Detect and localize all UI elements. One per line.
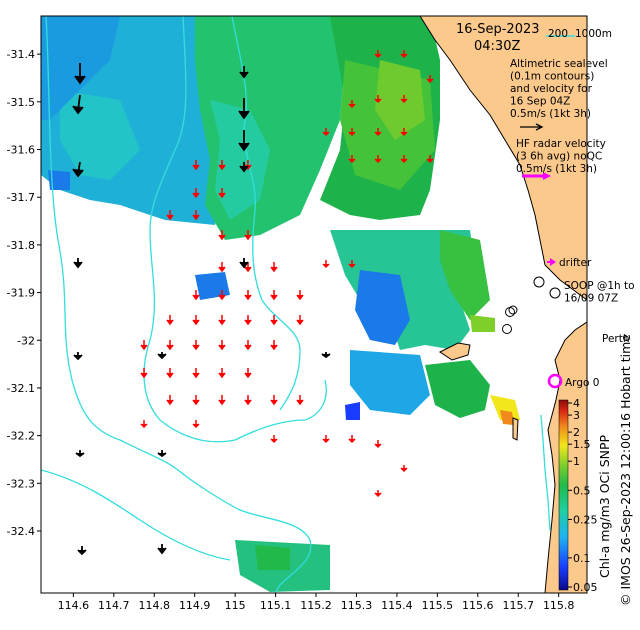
y-tick-label: -31.9 <box>7 287 35 300</box>
x-tick-label: 115.2 <box>300 599 332 612</box>
colorbar-gradient <box>558 399 569 591</box>
soop-note-line: 16/09 07Z <box>564 293 618 305</box>
annotations: 16-Sep-2023 04:30Z 200 1000m Altimetric … <box>456 22 635 389</box>
x-tick-label: 114.9 <box>179 599 211 612</box>
garden-island <box>512 417 519 441</box>
colorbar-tick-label: 0.25 <box>573 513 598 526</box>
y-tick-label: -31.5 <box>7 96 35 109</box>
x-tick-label: 115.1 <box>260 599 292 612</box>
colorbar-label: Chl-a mg/m3 OCi SNPP <box>597 434 612 578</box>
legend-arrows <box>520 35 575 180</box>
colorbar-ticks: 43 21.5 1 0.5 0.25 0.1 0.05 <box>568 397 598 594</box>
argo-label: Argo 0 <box>565 377 599 389</box>
alt-note-line: 16 Sep 04Z <box>510 96 570 108</box>
altimetry-arrows <box>72 63 331 556</box>
x-tick-label: 115.3 <box>341 599 373 612</box>
soop-note-line: SOOP @1h to <box>564 280 635 292</box>
y-tick-label: -31.6 <box>7 144 35 157</box>
alt-note-line: 0.5m/s (1kt 3h) <box>510 108 591 120</box>
rottnest-island <box>439 342 471 361</box>
y-tick-label: -32.4 <box>7 525 35 538</box>
y-tick-label: -32.2 <box>7 430 35 443</box>
date-label: 16-Sep-2023 <box>456 22 540 37</box>
perth-label: Perth <box>602 333 630 345</box>
x-tick-label: 115.8 <box>543 599 575 612</box>
y-axis: -31.4 -31.5 -31.6 -31.7 -31.8 -31.9 -32 -32.1 -3… <box>7 48 41 538</box>
colorbar-tick-label: 0.5 <box>573 484 591 497</box>
y-tick-label: -32.3 <box>7 477 35 490</box>
x-tick-label: 114.8 <box>138 599 170 612</box>
hf-note-line: HF radar velocity <box>516 138 606 150</box>
x-tick-label: 115.6 <box>462 599 494 612</box>
axes-frame <box>40 15 588 594</box>
alt-note-line: and velocity for <box>510 83 593 95</box>
colorbar-tick-label: 3 <box>573 409 580 422</box>
x-tick-label: 115.4 <box>381 599 413 612</box>
contour-1000-label: 1000m <box>575 28 612 40</box>
x-tick-label: 115.5 <box>422 599 454 612</box>
land-mass <box>419 16 587 593</box>
colorbar-tick-label: 2 <box>573 426 580 439</box>
altimetry-note: Altimetric sealevel(0.1m contours)and ve… <box>510 58 608 120</box>
drifter-label: drifter <box>559 257 592 269</box>
hf-note-line: 0.5m/s (1kt 3h) <box>516 163 597 175</box>
time-label: 04:30Z <box>474 39 520 54</box>
colorbar-tick-label: 1 <box>573 455 580 468</box>
bathymetry-contours <box>41 16 551 593</box>
drifter-marker <box>547 258 556 266</box>
y-tick-label: -31.4 <box>7 48 35 61</box>
colorbar: 43 21.5 1 0.5 0.25 0.1 0.05 Chl-a mg/m3 OCi SN… <box>558 397 612 594</box>
alt-note-line: Altimetric sealevel <box>510 58 608 70</box>
chlorophyll-field <box>41 16 520 592</box>
x-tick-label: 114.6 <box>58 599 90 612</box>
y-tick-label: -32.1 <box>7 382 35 395</box>
colorbar-tick-label: 1.5 <box>573 438 591 451</box>
x-tick-label: 114.7 <box>98 599 130 612</box>
argo-marker <box>547 373 563 389</box>
y-tick-label: -31.8 <box>7 239 35 252</box>
colorbar-tick-label: 0.1 <box>573 552 591 565</box>
x-axis: 114.6 114.7 114.8 114.9 115 115.1 115.2 115.3 11… <box>58 593 575 612</box>
y-tick-label: -31.7 <box>7 191 35 204</box>
x-tick-label: 115.7 <box>502 599 534 612</box>
alt-note-line: (0.1m contours) <box>510 71 594 83</box>
soop-track <box>502 276 561 334</box>
hf-radar-arrows <box>140 50 434 498</box>
x-tick-label: 115 <box>225 599 246 612</box>
y-tick-label: -32 <box>17 334 35 347</box>
contour-200-label: 200 <box>548 28 568 40</box>
colorbar-tick-label: 0.05 <box>573 581 598 594</box>
hf-note-line: (3 6h avg) noQC <box>516 151 602 163</box>
colorbar-tick-label: 4 <box>573 397 580 410</box>
credit-text: © IMOS 26-Sep-2023 12:00:16 Hobart time <box>618 334 633 606</box>
